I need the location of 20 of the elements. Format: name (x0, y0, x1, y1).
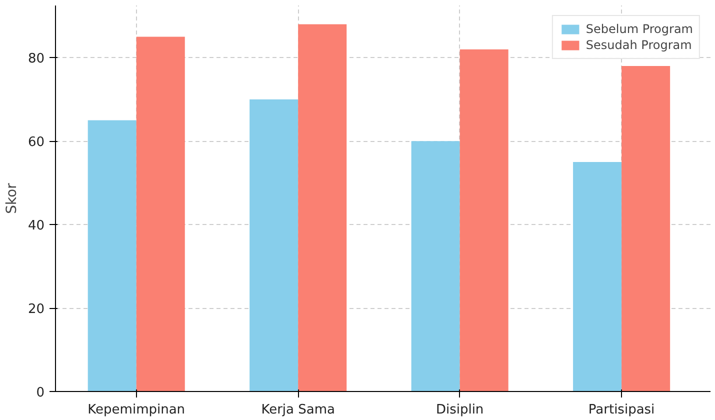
bar (460, 49, 508, 392)
y-tick-label: 40 (28, 218, 45, 234)
bar (622, 66, 670, 392)
x-tick-label: Partisipasi (588, 402, 655, 418)
bar (573, 162, 622, 392)
x-tick-label: Kerja Sama (261, 402, 335, 418)
y-tick-label: 60 (28, 135, 45, 150)
y-tick-label: 20 (28, 302, 45, 318)
bar (250, 99, 298, 392)
x-tick-label: Disiplin (436, 402, 484, 418)
bar (411, 141, 460, 392)
legend-label: Sebelum Program (586, 22, 693, 36)
bar (298, 24, 347, 392)
y-tick-label: 0 (36, 386, 45, 400)
bar (88, 120, 136, 392)
legend-label: Sesudah Program (586, 38, 692, 52)
y-axis-title: Skor (4, 182, 20, 214)
bar (136, 36, 185, 392)
x-tick-label: Kepemimpinan (88, 402, 186, 418)
y-tick-label: 80 (28, 52, 45, 67)
